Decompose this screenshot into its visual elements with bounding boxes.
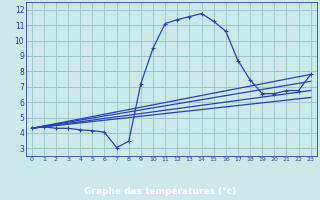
Text: Graphe des températures (°c): Graphe des températures (°c) (84, 186, 236, 196)
